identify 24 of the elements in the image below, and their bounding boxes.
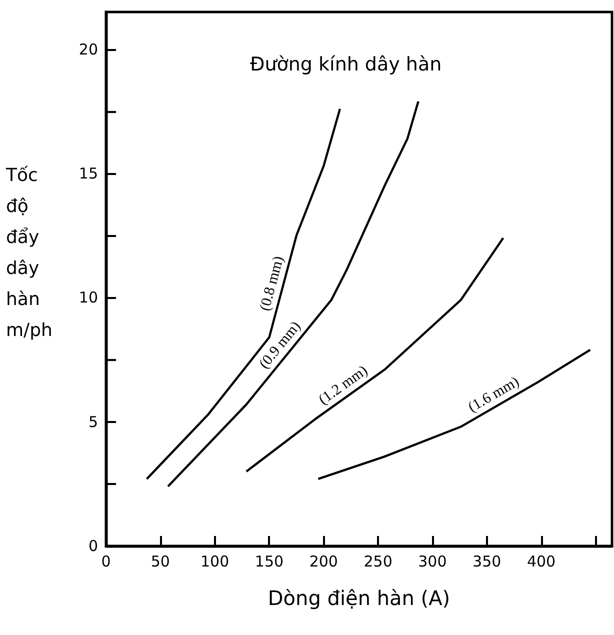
y-axis-title: Tốc độ đẩy dây hàn m/ph — [5, 165, 52, 341]
x-axis-title: Dòng điện hàn (A) — [268, 586, 450, 610]
text: (1.2 mm) — [316, 362, 371, 408]
x-tick-label: 50 — [150, 552, 170, 570]
line-series — [146, 108, 342, 480]
x-tick-label: 350 — [472, 552, 502, 570]
y-tick-label: 15 — [78, 164, 98, 182]
y-tick-label: 10 — [78, 288, 98, 307]
text: (0.8 mm) — [257, 254, 288, 313]
y-tick-label: 5 — [88, 412, 98, 431]
x-tick-label: 250 — [364, 552, 392, 570]
text: (0.9 mm) — [256, 318, 304, 372]
x-tick-label: 300 — [418, 552, 447, 570]
text: (1.6 mm) — [466, 374, 522, 416]
x-tick-label: 150 — [254, 552, 284, 570]
x-tick-label: 400 — [526, 552, 556, 570]
x-tick-label: 200 — [309, 552, 338, 570]
line-series — [317, 348, 592, 480]
y-tick-label: 20 — [78, 40, 98, 58]
x-tick-label: 100 — [200, 552, 230, 570]
x-tick-label: 0 — [101, 552, 111, 570]
line-series — [166, 100, 420, 488]
legend-title: Đường kính dây hàn — [250, 54, 442, 76]
y-tick-label: 0 — [88, 537, 98, 555]
